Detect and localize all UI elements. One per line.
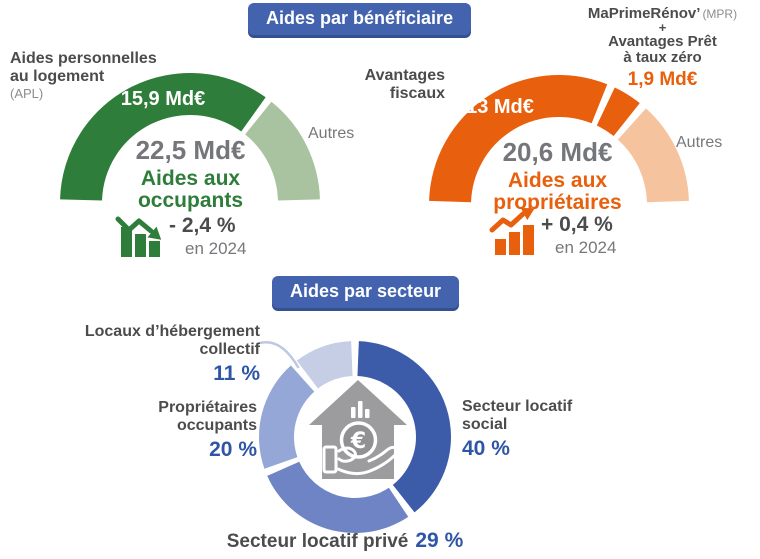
- social-label-line1: Secteur locatif: [462, 398, 573, 415]
- proprietaires-trend-period: en 2024: [555, 238, 617, 257]
- proprietaires-title-line2: propriétaires: [493, 191, 622, 214]
- occupants-title-line2: occupants: [137, 189, 244, 212]
- segment-autres: [245, 101, 320, 201]
- segment-collectif: [296, 341, 353, 389]
- proprietaires-total: 20,6 Md€: [502, 137, 613, 167]
- trend-up-icon: [489, 207, 535, 255]
- mpr-name: MaPrimeRénov’: [587, 5, 701, 22]
- mpr-label-line1: MaPrimeRénov’ (MPR): [570, 6, 755, 22]
- segment-mpr-ptz: [596, 87, 640, 137]
- segment-occupants: [259, 365, 315, 469]
- segment-apl: [60, 72, 266, 201]
- mpr-label: MaPrimeRénov’ (MPR) + Avantages Prêt à ta…: [570, 6, 755, 91]
- segment-fiscaux: [429, 74, 608, 203]
- fiscaux-label: Avantages fiscaux: [325, 67, 445, 103]
- fiscaux-segment-value: 13 Md€: [466, 96, 534, 118]
- segment-prive: [267, 461, 409, 534]
- prive-label: Secteur locatif privé 29 %: [170, 529, 520, 553]
- gauge-occupants-center: 22,5 Md€ Aides aux occupants: [88, 136, 293, 212]
- donut-secteur-chart: [259, 341, 451, 534]
- proprietaires-trend-value: + 0,4 %: [541, 213, 613, 236]
- section-title-secteur: Aides par secteur: [272, 276, 460, 308]
- gauge-proprietaires-center: 20,6 Md€ Aides aux propriétaires: [455, 138, 660, 214]
- trend-down-icon: [115, 216, 162, 257]
- social-label: Secteur locatif social 40 %: [462, 398, 602, 461]
- occupants-sector-label: Propriétaires occupants 20 %: [97, 399, 257, 462]
- occupants-sector-label-line2: occupants: [176, 417, 257, 434]
- fiscaux-label-line1: Avantages: [364, 67, 445, 84]
- occupants-sector-percent: 20 %: [209, 438, 257, 461]
- gauge-proprietaires-chart: [429, 74, 689, 203]
- apl-label: Aides personnelles au logement (APL): [10, 50, 157, 101]
- collectif-percent: 11 %: [213, 362, 260, 385]
- section-title-beneficiaire: Aides par bénéficiaire: [248, 3, 472, 35]
- collectif-label-line2: collectif: [199, 341, 260, 358]
- apl-segment-value: 15,9 Md€: [120, 88, 206, 110]
- house-money-icon: €: [309, 380, 407, 479]
- occupants-sector-label-line1: Propriétaires: [158, 399, 257, 416]
- segment-social: [357, 341, 451, 513]
- prive-label-text: Secteur locatif privé: [226, 531, 409, 552]
- svg-text:€: €: [350, 429, 366, 454]
- prive-percent: 29 %: [415, 529, 464, 552]
- apl-sublabel: (APL): [10, 86, 44, 101]
- mpr-label-line2: Avantages Prêt: [608, 33, 717, 50]
- autres-label-orange: Autres: [676, 134, 723, 151]
- apl-label-line2: au logement: [10, 68, 105, 85]
- autres-label-green: Autres: [308, 125, 355, 142]
- social-percent: 40 %: [462, 437, 510, 460]
- gauge-occupants-chart: [60, 72, 320, 201]
- mpr-plus: +: [658, 20, 667, 35]
- social-label-line2: social: [462, 416, 508, 433]
- occupants-title-line1: Aides aux: [140, 167, 241, 190]
- fiscaux-label-line2: fiscaux: [389, 85, 445, 102]
- occupants-trend-period: en 2024: [185, 239, 247, 258]
- mpr-segment-value: 1,9 Md€: [627, 69, 698, 90]
- proprietaires-title-line1: Aides aux: [507, 169, 608, 192]
- occupants-total: 22,5 Md€: [135, 135, 246, 165]
- mpr-label-line3: à taux zéro: [623, 49, 702, 66]
- segment-autres: [617, 108, 689, 203]
- apl-label-line1: Aides personnelles: [10, 50, 157, 67]
- occupants-trend-value: - 2,4 %: [169, 214, 236, 237]
- collectif-label: Locaux d’hébergement collectif 11 %: [55, 323, 260, 386]
- mpr-acronym: (MPR): [702, 7, 738, 21]
- collectif-connector-line: [258, 341, 300, 369]
- collectif-label-line1: Locaux d’hébergement: [84, 323, 260, 340]
